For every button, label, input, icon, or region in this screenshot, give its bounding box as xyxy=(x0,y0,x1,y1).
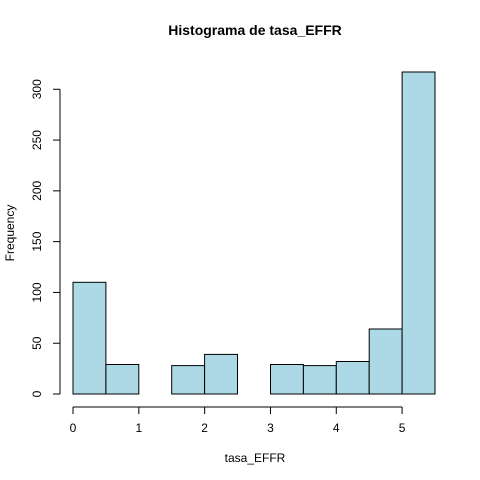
x-tick-label: 4 xyxy=(333,421,340,435)
y-axis-label: Frequency xyxy=(3,205,17,262)
y-tick-label: 150 xyxy=(30,231,44,251)
y-tick-label: 0 xyxy=(30,390,44,397)
y-tick-label: 200 xyxy=(30,181,44,201)
histogram-bar-9 xyxy=(368,328,403,395)
histogram-bar-1 xyxy=(105,364,140,395)
chart-title: Histograma de tasa_EFFR xyxy=(168,22,342,38)
x-tick-label: 0 xyxy=(70,421,77,435)
y-tick-label: 300 xyxy=(30,79,44,99)
y-tick-label: 100 xyxy=(30,282,44,302)
y-tick-label: 50 xyxy=(30,336,44,350)
histogram-bar-4 xyxy=(204,353,239,395)
x-tick-label: 2 xyxy=(201,421,208,435)
x-tick-label: 1 xyxy=(135,421,142,435)
histogram-bar-7 xyxy=(302,365,337,395)
x-axis-label: tasa_EFFR xyxy=(225,451,286,465)
histogram-bar-8 xyxy=(335,361,370,395)
histogram-bar-6 xyxy=(270,364,304,395)
y-axis: 0 50 100 150 200 250 300 xyxy=(30,79,61,397)
histogram-bar-0 xyxy=(72,281,107,395)
x-tick-label: 5 xyxy=(399,421,406,435)
x-tick-label: 3 xyxy=(267,421,274,435)
x-axis: 0 1 2 3 4 5 xyxy=(70,406,406,435)
histogram-bar-10 xyxy=(401,71,436,395)
bars-group xyxy=(72,71,436,395)
y-tick-label: 250 xyxy=(30,130,44,150)
histogram-bar-3 xyxy=(171,365,206,395)
